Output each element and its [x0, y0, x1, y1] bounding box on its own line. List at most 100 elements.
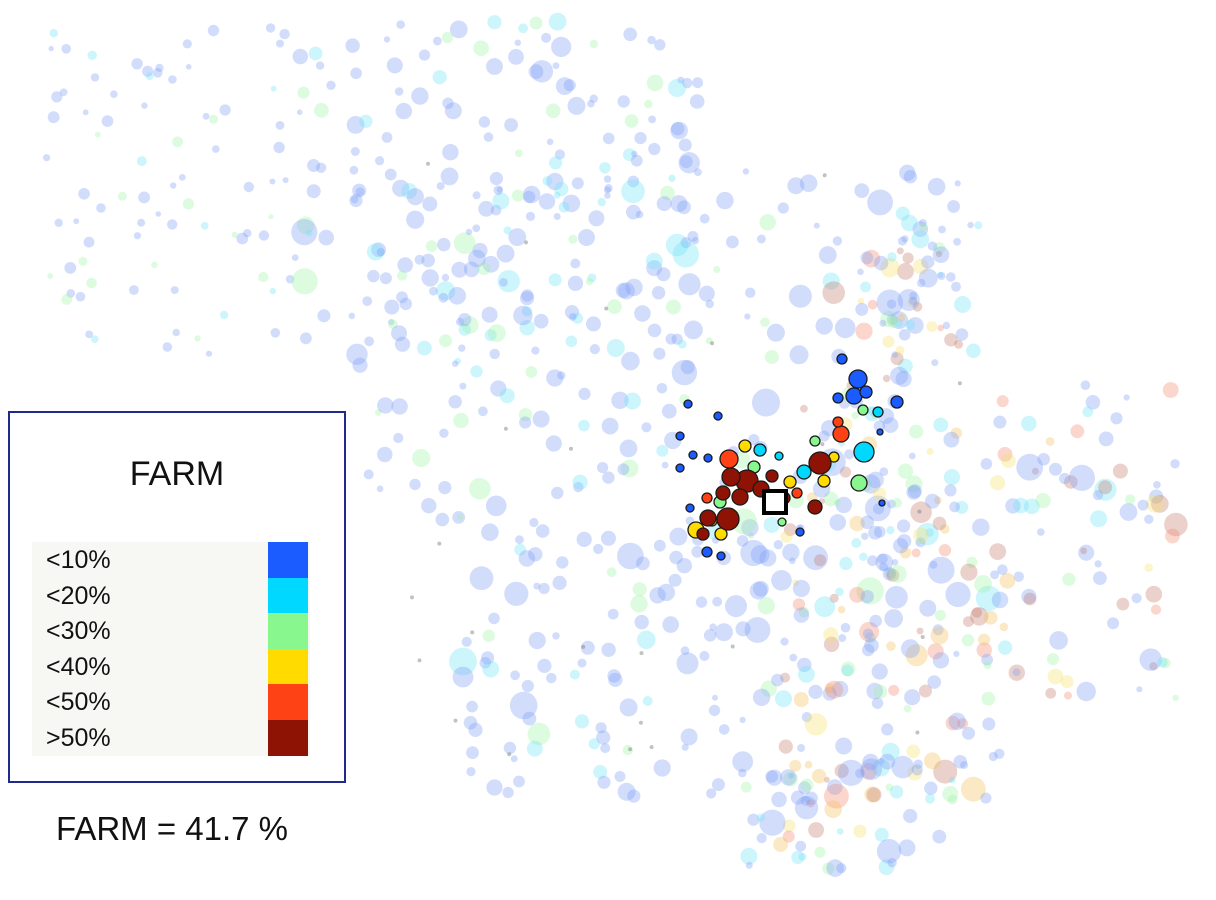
map-point	[747, 813, 760, 826]
map-point	[452, 360, 459, 367]
map-point	[291, 254, 299, 261]
map-point	[907, 297, 918, 308]
map-point	[47, 273, 54, 279]
map-point	[780, 672, 791, 683]
map-point	[607, 299, 622, 314]
map-point	[944, 484, 957, 497]
map-point	[472, 191, 481, 200]
map-point	[1144, 514, 1154, 524]
map-point	[129, 285, 139, 295]
map-point	[433, 36, 442, 46]
map-point	[603, 175, 612, 183]
legend-swatch	[268, 648, 308, 685]
map-point	[48, 45, 54, 52]
map-point	[783, 475, 797, 489]
map-point	[777, 202, 789, 214]
map-point	[514, 543, 526, 556]
map-point	[276, 39, 284, 48]
legend-item: >50%	[32, 720, 310, 756]
map-point	[656, 267, 671, 282]
map-point	[1024, 498, 1040, 515]
map-point	[488, 612, 500, 625]
map-point	[484, 329, 497, 342]
map-point	[912, 302, 923, 312]
map-point	[486, 779, 503, 796]
map-point	[552, 62, 560, 70]
map-point	[1076, 681, 1096, 702]
map-point	[624, 114, 639, 128]
map-point	[142, 65, 154, 77]
map-point	[1098, 480, 1113, 495]
map-point	[61, 294, 73, 305]
map-point	[644, 99, 653, 109]
map-point	[518, 550, 536, 567]
map-point	[615, 282, 631, 298]
map-point	[600, 743, 611, 754]
map-point	[528, 64, 544, 80]
map-point	[133, 232, 141, 240]
map-point	[836, 353, 848, 365]
map-point	[1049, 462, 1062, 476]
map-point	[602, 132, 615, 145]
map-point	[269, 287, 276, 295]
map-point	[889, 785, 904, 799]
map-point	[882, 567, 897, 581]
map-point	[421, 498, 437, 514]
map-point	[1021, 588, 1037, 605]
map-point	[788, 284, 812, 308]
map-point	[410, 595, 414, 600]
map-point	[709, 623, 717, 631]
map-point	[836, 863, 847, 874]
map-point	[371, 242, 386, 258]
map-point	[857, 297, 865, 305]
map-point	[738, 768, 747, 778]
map-point	[603, 186, 612, 194]
map-point	[980, 792, 992, 804]
map-point	[285, 274, 295, 284]
map-point	[1064, 475, 1078, 489]
map-point	[538, 193, 556, 210]
map-point	[757, 597, 775, 615]
map-point	[661, 461, 669, 469]
map-point	[789, 345, 809, 365]
map-point	[1093, 571, 1107, 585]
map-point	[877, 553, 888, 564]
map-point	[756, 833, 767, 844]
map-point	[513, 305, 533, 326]
map-point	[862, 628, 874, 639]
map-point	[714, 623, 733, 642]
map-point	[651, 286, 666, 300]
map-point	[983, 610, 998, 625]
map-point	[962, 726, 975, 740]
map-point	[911, 230, 930, 249]
map-point	[823, 627, 839, 643]
map-point	[481, 651, 495, 665]
map-point	[66, 289, 76, 298]
map-point	[435, 512, 450, 527]
map-point	[243, 229, 252, 238]
map-point	[54, 218, 63, 227]
map-point	[548, 12, 567, 31]
map-point	[438, 292, 449, 303]
map-point	[744, 617, 771, 643]
map-point	[924, 781, 938, 795]
map-point	[917, 278, 926, 288]
map-point	[835, 496, 852, 514]
map-point	[568, 234, 578, 244]
map-point	[901, 214, 918, 232]
map-point	[442, 97, 454, 109]
map-point	[375, 156, 385, 166]
map-point	[581, 644, 586, 649]
map-point	[568, 313, 577, 321]
map-point	[564, 305, 580, 320]
map-point	[866, 787, 882, 803]
map-point	[275, 121, 285, 130]
map-point	[318, 229, 335, 246]
map-point	[719, 449, 739, 469]
map-point	[927, 241, 938, 251]
map-point	[880, 258, 900, 278]
map-point	[918, 268, 938, 288]
map-point	[617, 95, 630, 108]
map-point	[981, 691, 996, 706]
map-point	[938, 544, 952, 557]
